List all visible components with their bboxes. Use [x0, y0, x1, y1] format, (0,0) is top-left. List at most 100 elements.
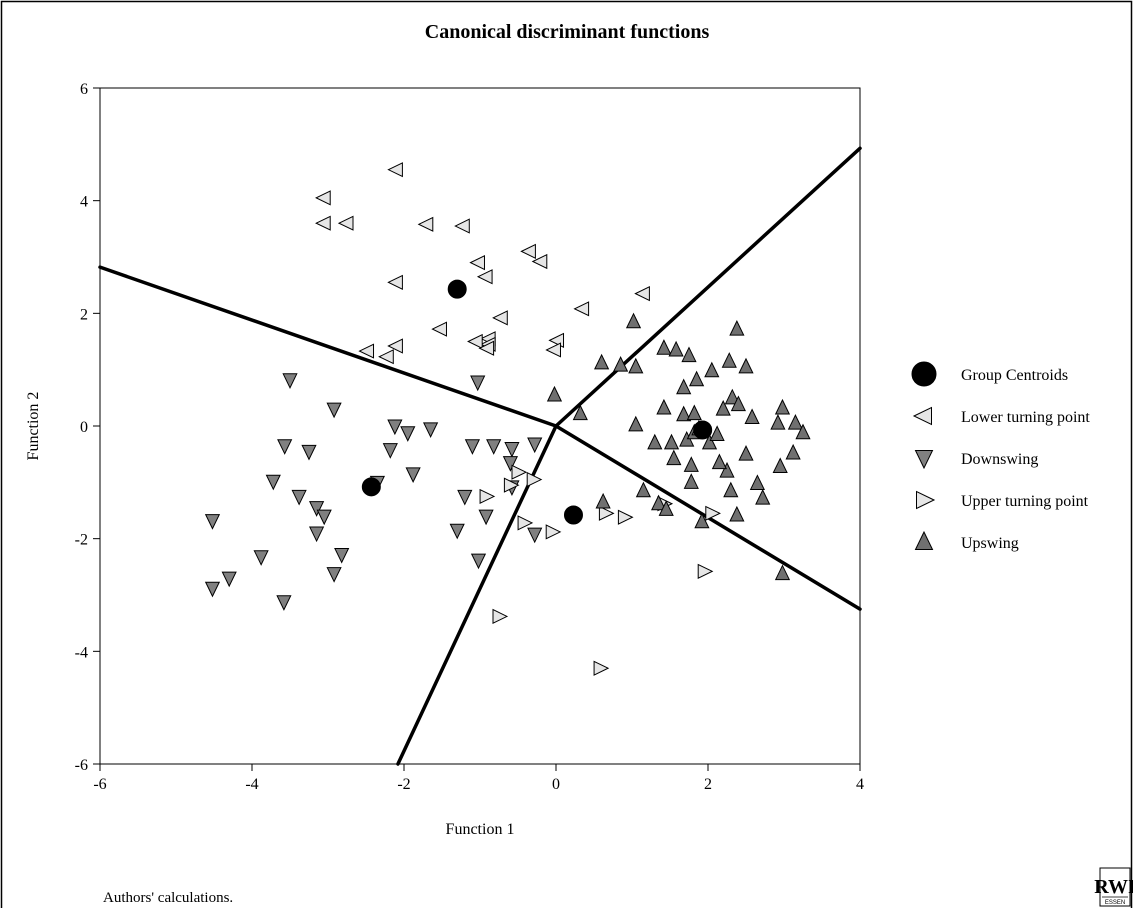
- legend-label-upper-turning-point: Upper turning point: [961, 493, 1089, 510]
- upswing-point: [572, 404, 588, 421]
- upswing-point: [694, 512, 710, 529]
- downswing-point: [382, 443, 398, 459]
- y-tick-label: 0: [80, 419, 88, 436]
- downswing-point: [504, 442, 520, 458]
- upswing-point: [709, 425, 725, 441]
- upswing-point: [729, 505, 745, 522]
- upswing-point: [770, 414, 786, 430]
- downswing-point: [309, 501, 325, 517]
- upswing-point: [651, 494, 667, 511]
- upper-turning-point-point: [593, 660, 610, 676]
- upper-turning-point-point: [492, 608, 509, 625]
- upswing-point: [738, 357, 754, 374]
- downswing-point: [204, 581, 221, 598]
- downswing-point: [478, 509, 494, 526]
- upswing-point: [635, 481, 651, 498]
- upswing-point: [658, 500, 674, 516]
- lower-turning-point-point: [358, 343, 375, 359]
- upswing-point: [683, 456, 699, 472]
- downswing-point: [405, 467, 421, 484]
- upswing-point: [774, 564, 791, 581]
- downswing-point: [282, 373, 298, 389]
- legend-label-upswing: Upswing: [961, 535, 1019, 552]
- lower-turning-point-point: [531, 253, 548, 270]
- upswing-point: [686, 404, 702, 421]
- downswing-point: [291, 489, 307, 506]
- upswing-point: [744, 408, 760, 425]
- upswing-point: [785, 443, 801, 460]
- upper-turning-point-point: [697, 563, 714, 579]
- upswing-point: [625, 312, 642, 329]
- upswing-point: [656, 398, 672, 415]
- upper-turning-point-point: [526, 471, 543, 488]
- upswing-point: [613, 356, 629, 372]
- x-tick-label: -2: [397, 776, 410, 793]
- downswing-point: [334, 547, 350, 564]
- upswing-point: [704, 361, 720, 378]
- upswing-point: [546, 385, 563, 402]
- downswing-point: [486, 439, 502, 455]
- source-note: Authors' calculations.: [103, 890, 233, 906]
- downswing-point: [457, 489, 473, 506]
- upswing-point: [774, 398, 791, 415]
- group-centroids-point: [563, 505, 583, 525]
- legend-label-lower-turning-point: Lower turning point: [961, 409, 1090, 426]
- upswing-point: [676, 405, 692, 422]
- upswing-point: [772, 457, 788, 474]
- upper-turning-point-point: [705, 505, 721, 521]
- lower-turning-point-point: [337, 215, 354, 231]
- lower-turning-point-point: [492, 310, 508, 326]
- upper-turning-point-point: [545, 524, 562, 540]
- upper-turning-point-point: [598, 505, 615, 521]
- upswing-point: [719, 461, 735, 478]
- lower-turning-point-point: [469, 255, 485, 271]
- downswing-point: [527, 527, 543, 544]
- lower-turning-point-point: [315, 215, 331, 231]
- upswing-point: [676, 378, 692, 395]
- downswing-point: [265, 474, 281, 491]
- downswing-point: [316, 509, 332, 526]
- legend-label-downswing: Downswing: [961, 451, 1038, 468]
- upswing-point: [647, 433, 663, 450]
- x-tick-label: 4: [856, 776, 864, 793]
- data-points: [204, 162, 811, 676]
- lower-turning-point-point: [573, 301, 590, 317]
- x-tick-label: -4: [245, 776, 258, 793]
- downswing-point: [326, 567, 342, 583]
- lower-turning-point-point: [454, 218, 470, 234]
- y-tick-label: 6: [80, 81, 88, 98]
- downswing-point: [309, 526, 325, 543]
- legend: Group Centroids Lower turning point Downsw…: [911, 361, 1090, 552]
- downswing-point: [470, 375, 486, 392]
- y-tick-label: 4: [80, 194, 88, 211]
- lower-turning-point-point: [378, 349, 394, 365]
- rwi-logo: RWI ESSEN: [1094, 867, 1133, 907]
- y-tick-label: -2: [75, 532, 88, 549]
- downswing-point: [527, 437, 543, 454]
- group-centroids-point: [447, 279, 467, 299]
- upswing-point: [723, 481, 739, 498]
- boundary-line: [554, 146, 862, 428]
- upswing-point: [594, 353, 610, 370]
- downswing-point: [387, 419, 403, 436]
- upper-turning-point-point: [517, 515, 534, 531]
- x-tick-label: -6: [93, 776, 106, 793]
- upswing-point: [668, 340, 684, 357]
- y-axis-label: Function 2: [25, 392, 42, 461]
- downswing-point: [221, 571, 237, 588]
- upswing-point: [595, 492, 611, 509]
- downswing-point: [326, 402, 342, 419]
- x-tick-label: 2: [704, 776, 712, 793]
- upswing-point: [628, 357, 644, 374]
- upswing-point: [755, 488, 771, 505]
- lower-turning-point-point: [478, 340, 495, 356]
- y-tick-label: -4: [75, 644, 88, 661]
- chart-title: Canonical discriminant functions: [425, 21, 710, 43]
- upswing-point: [666, 449, 682, 466]
- upswing-point: [729, 319, 745, 336]
- lower-turning-point-point: [431, 321, 447, 337]
- logo-subtext: ESSEN: [1105, 900, 1125, 906]
- x-tick-label: 0: [552, 776, 560, 793]
